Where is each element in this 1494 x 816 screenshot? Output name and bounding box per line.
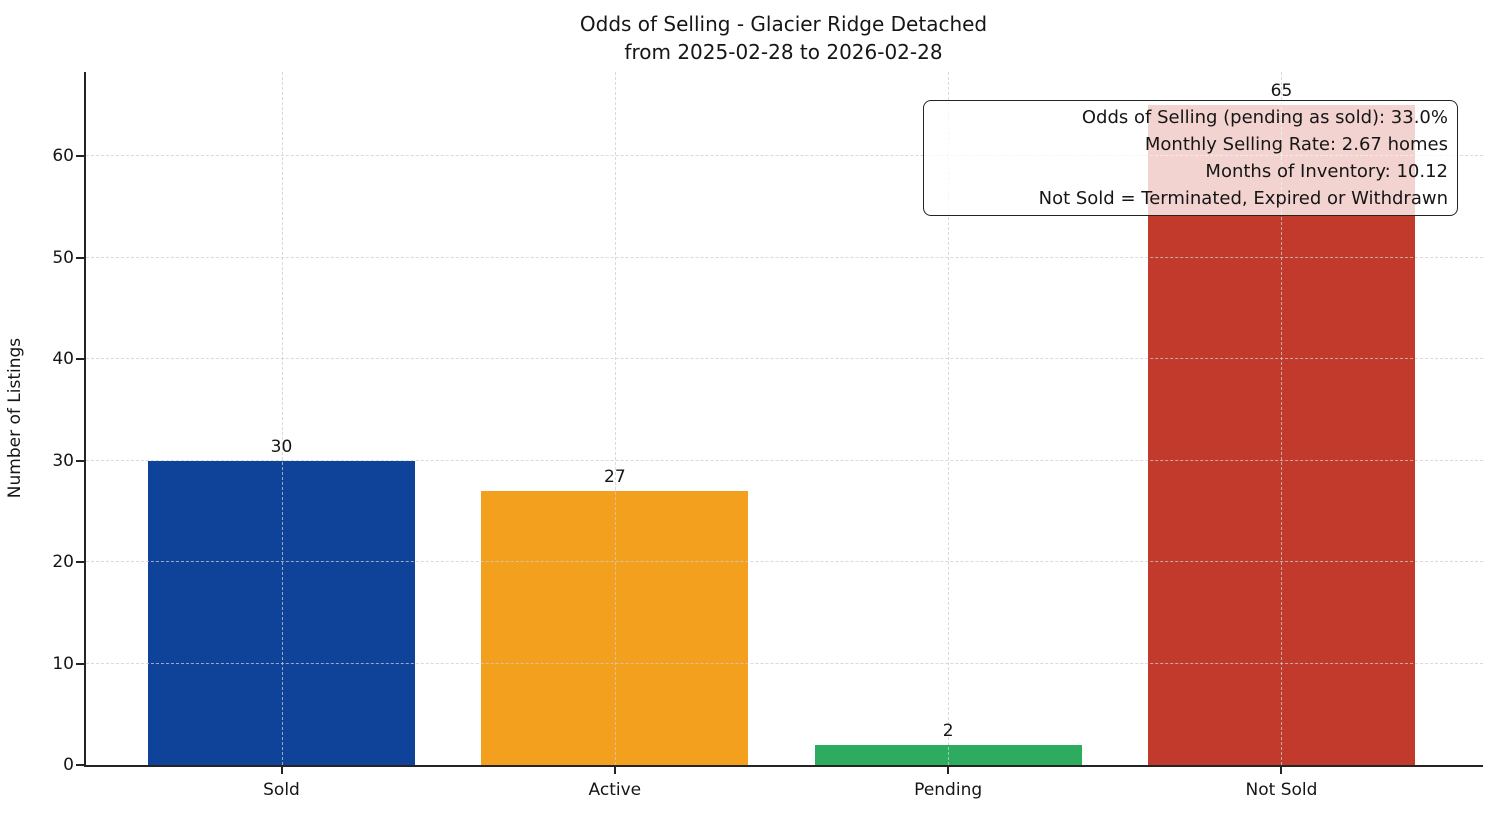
grid-line-y-60 — [86, 155, 1483, 157]
y-tick-label-20: 20 — [52, 552, 74, 573]
chart-title-block: Odds of Selling - Glacier Ridge Detached… — [84, 10, 1483, 66]
grid-line-x-pending — [948, 72, 950, 765]
y-tick-label-60: 60 — [52, 146, 74, 167]
y-tick-label-10: 10 — [52, 653, 74, 674]
x-tick-label-sold: Sold — [263, 780, 300, 800]
y-tick-40 — [76, 358, 84, 361]
y-tick-20 — [76, 561, 84, 564]
grid-line-y-30 — [86, 459, 1483, 461]
y-tick-30 — [76, 459, 84, 462]
x-tick-sold — [280, 767, 283, 774]
x-tick-label-active: Active — [588, 780, 642, 800]
y-tick-label-30: 30 — [52, 450, 74, 471]
y-axis-label: Number of Listings — [5, 337, 25, 499]
plot-area — [84, 72, 1483, 767]
y-tick-label-0: 0 — [63, 755, 74, 775]
x-tick-label-pending: Pending — [914, 780, 983, 800]
chart-title: Odds of Selling - Glacier Ridge Detached — [579, 12, 988, 36]
grid-line-x-active — [614, 72, 616, 765]
grid-line-x-sold — [281, 72, 283, 765]
bar-value-label-active: 27 — [604, 467, 626, 488]
y-tick-0 — [76, 764, 84, 766]
y-tick-label-50: 50 — [52, 247, 74, 268]
grid-line-y-40 — [86, 358, 1483, 360]
grid-line-y-20 — [86, 561, 1483, 563]
y-tick-10 — [76, 662, 84, 665]
y-tick-60 — [76, 155, 84, 158]
chart-subtitle: from 2025-02-28 to 2026-02-28 — [624, 40, 943, 64]
annotation-line-3: Not Sold = Terminated, Expired or Withdr… — [1038, 188, 1448, 209]
annotation-line-1: Monthly Selling Rate: 2.67 homes — [1144, 134, 1448, 155]
annotation-box: Odds of Selling (pending as sold): 33.0%… — [923, 100, 1458, 216]
grid-line-x-not-sold — [1281, 72, 1283, 765]
bar-value-label-pending: 2 — [942, 720, 954, 741]
grid-line-y-10 — [86, 662, 1483, 664]
annotation-line-2: Months of Inventory: 10.12 — [1205, 161, 1448, 182]
y-tick-label-40: 40 — [52, 349, 74, 370]
bar-value-label-not-sold: 65 — [1270, 81, 1293, 102]
x-tick-not-sold — [1280, 767, 1283, 774]
bar-value-label-sold: 30 — [270, 436, 293, 457]
x-tick-label-not-sold: Not Sold — [1245, 780, 1318, 800]
grid-line-y-50 — [86, 256, 1483, 258]
y-tick-50 — [76, 256, 84, 259]
x-tick-pending — [947, 767, 950, 774]
annotation-line-0: Odds of Selling (pending as sold): 33.0% — [1081, 107, 1448, 128]
x-tick-active — [613, 767, 616, 774]
